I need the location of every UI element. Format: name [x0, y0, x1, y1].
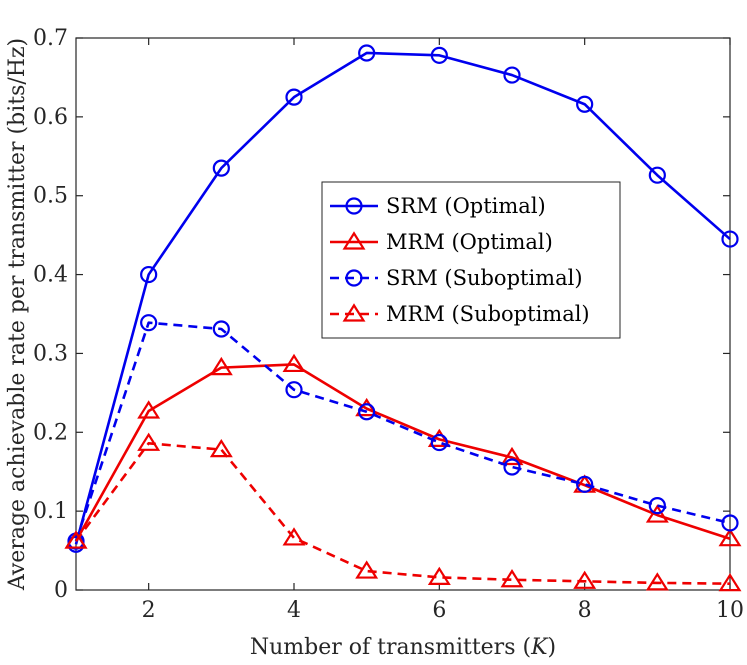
- data-point: [576, 475, 594, 493]
- legend-marker: [342, 303, 366, 322]
- data-point: [427, 428, 451, 447]
- data-point: [137, 400, 161, 419]
- data-point: [648, 497, 666, 515]
- data-point: [282, 353, 306, 373]
- legend: SRM (Optimal) MRM (Optimal) SRM (Suboptima…: [321, 181, 621, 339]
- series-line: [74, 363, 731, 542]
- legend-box: [321, 181, 621, 339]
- data-point: [573, 570, 597, 589]
- data-point: [718, 528, 742, 547]
- legend-marker: [345, 269, 363, 287]
- series-mrm-optimal: [64, 353, 742, 549]
- legend-entry-label: MRM (Optimal): [386, 230, 553, 254]
- x-axis-label-text: Number of transmitters: [250, 635, 516, 660]
- y-tick-label: 0.2: [33, 420, 68, 445]
- x-tick-label: 6: [432, 598, 446, 623]
- data-point: [137, 432, 161, 451]
- y-tick-label: 0.6: [33, 105, 68, 130]
- y-tick-label: 0.4: [33, 263, 68, 288]
- data-point: [721, 514, 739, 532]
- data-point: [718, 572, 742, 592]
- plot-series: [64, 44, 742, 592]
- x-axis-variable: K: [530, 635, 549, 660]
- x-tick-label: 4: [287, 598, 301, 623]
- data-point: [212, 159, 230, 177]
- y-tick-label: 0.7: [33, 26, 68, 51]
- legend-entry-label: SRM (Suboptimal): [386, 266, 583, 290]
- data-point: [500, 446, 524, 466]
- data-point: [576, 95, 594, 113]
- series-srm-suboptimal: [67, 314, 739, 550]
- data-point: [355, 397, 379, 417]
- data-point: [721, 230, 739, 248]
- data-point: [500, 569, 524, 588]
- series-mrm-suboptimal: [64, 432, 742, 592]
- data-point: [645, 572, 669, 591]
- legend-entry-label: MRM (Suboptimal): [386, 302, 590, 326]
- data-point: [645, 504, 669, 523]
- data-point: [285, 381, 303, 399]
- series-line: [74, 442, 731, 585]
- data-point: [140, 314, 158, 332]
- data-point: [209, 438, 233, 458]
- y-tick-label: 0.5: [33, 184, 68, 209]
- x-axis-label: Number of transmitters (K): [250, 635, 556, 660]
- data-point: [355, 560, 379, 579]
- x-tick-label: 8: [578, 598, 592, 623]
- series-line: [74, 321, 731, 542]
- data-point: [64, 530, 88, 549]
- data-point: [648, 166, 666, 184]
- data-point: [358, 403, 376, 421]
- y-axis-label: Average achievable rate per transmitter …: [5, 38, 30, 591]
- legend-entry-label: SRM (Optimal): [386, 194, 546, 218]
- series-line: [74, 51, 731, 545]
- y-tick-label: 0.1: [33, 499, 68, 524]
- data-point: [430, 46, 448, 64]
- data-point: [427, 566, 451, 585]
- legend-marker: [342, 231, 366, 250]
- legend-marker: [345, 197, 363, 215]
- data-point: [209, 356, 233, 376]
- plot-frame: [75, 37, 731, 591]
- data-point: [503, 66, 521, 84]
- data-point: [358, 44, 376, 62]
- data-point: [140, 265, 158, 284]
- y-tick-label: 0.3: [33, 341, 68, 366]
- data-point: [212, 320, 230, 338]
- data-point: [503, 458, 521, 476]
- data-point: [282, 527, 306, 546]
- data-point: [285, 88, 303, 106]
- x-tick-label: 10: [716, 598, 744, 623]
- data-point: [430, 433, 448, 452]
- y-tick-label: 0: [54, 578, 68, 603]
- x-tick-label: 2: [142, 598, 156, 623]
